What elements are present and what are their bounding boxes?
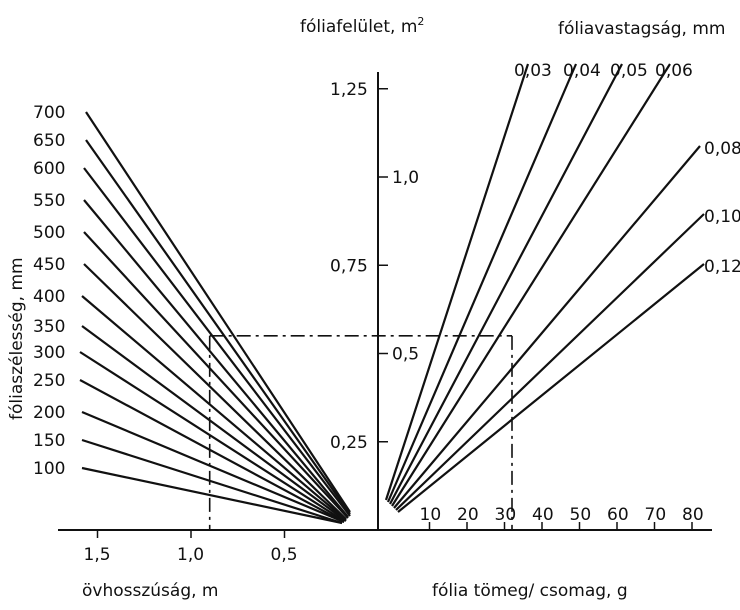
thickness-line-0,06 — [391, 63, 671, 507]
width-label-250: 250 — [33, 371, 65, 391]
center-axis-title: fóliafelület, m2 — [300, 15, 424, 37]
width-label-200: 200 — [33, 403, 65, 423]
area-tick-label-0,75: 0,75 — [330, 256, 368, 276]
width-label-300: 300 — [33, 343, 65, 363]
area-tick-label-1,0: 1,0 — [392, 168, 419, 188]
width-line-550 — [83, 199, 349, 518]
thickness-line-0,08 — [393, 145, 701, 509]
mass-tick-label-30: 30 — [495, 505, 517, 525]
mass-tick-label-70: 70 — [645, 505, 667, 525]
width-line-150 — [81, 438, 343, 525]
width-label-100: 100 — [33, 459, 65, 479]
width-axis-title: fóliaszélesség, mm — [7, 257, 27, 420]
thickness-line-0,04 — [386, 63, 578, 503]
thickness-label-0,12: 0,12 — [704, 257, 740, 277]
width-label-400: 400 — [33, 287, 65, 307]
width-line-700 — [85, 111, 351, 513]
mass-tick-label-60: 60 — [607, 505, 629, 525]
thickness-label-0,06: 0,06 — [655, 61, 693, 81]
width-line-200 — [81, 410, 345, 524]
width-label-700: 700 — [33, 103, 65, 123]
width-line-100 — [81, 466, 343, 525]
width-line-300 — [79, 351, 345, 522]
thickness-label-0,04: 0,04 — [563, 61, 601, 81]
width-line-450 — [83, 263, 347, 520]
area-tick-label-0,25: 0,25 — [330, 433, 368, 453]
width-line-350 — [81, 325, 347, 522]
width-line-600 — [83, 167, 351, 517]
width-label-350: 350 — [33, 317, 65, 337]
width-label-550: 550 — [33, 191, 65, 211]
mass-tick-label-40: 40 — [532, 505, 554, 525]
width-line-250 — [79, 379, 345, 523]
length-tick-label-1,0: 1,0 — [177, 545, 204, 565]
length-tick-label-1,5: 1,5 — [84, 545, 111, 565]
thickness-line-0,12 — [397, 263, 705, 513]
thickness-label-0,03: 0,03 — [514, 61, 552, 81]
thickness-line-0,03 — [384, 63, 530, 501]
width-line-500 — [83, 231, 349, 519]
width-label-600: 600 — [33, 159, 65, 179]
mass-tick-label-20: 20 — [457, 505, 479, 525]
area-tick-label-0,5: 0,5 — [392, 345, 419, 365]
thickness-line-0,10 — [395, 213, 705, 511]
mass-tick-label-50: 50 — [570, 505, 592, 525]
belt-length-axis-title: övhosszúság, m — [82, 581, 218, 601]
mass-tick-label-80: 80 — [682, 505, 704, 525]
width-label-450: 450 — [33, 255, 65, 275]
thickness-label-0,05: 0,05 — [610, 61, 648, 81]
thickness-line-0,05 — [389, 63, 623, 505]
width-label-650: 650 — [33, 131, 65, 151]
area-tick-label-1,25: 1,25 — [330, 80, 368, 100]
width-label-500: 500 — [33, 223, 65, 243]
thickness-title: fóliavastagság, mm — [558, 19, 725, 39]
thickness-label-0,10: 0,10 — [704, 207, 740, 227]
width-line-400 — [81, 295, 347, 521]
width-line-650 — [85, 139, 351, 515]
mass-axis-title: fólia tömeg/ csomag, g — [432, 581, 628, 601]
width-label-150: 150 — [33, 431, 65, 451]
mass-tick-label-10: 10 — [420, 505, 442, 525]
length-tick-label-0,5: 0,5 — [271, 545, 298, 565]
thickness-label-0,08: 0,08 — [704, 139, 740, 159]
